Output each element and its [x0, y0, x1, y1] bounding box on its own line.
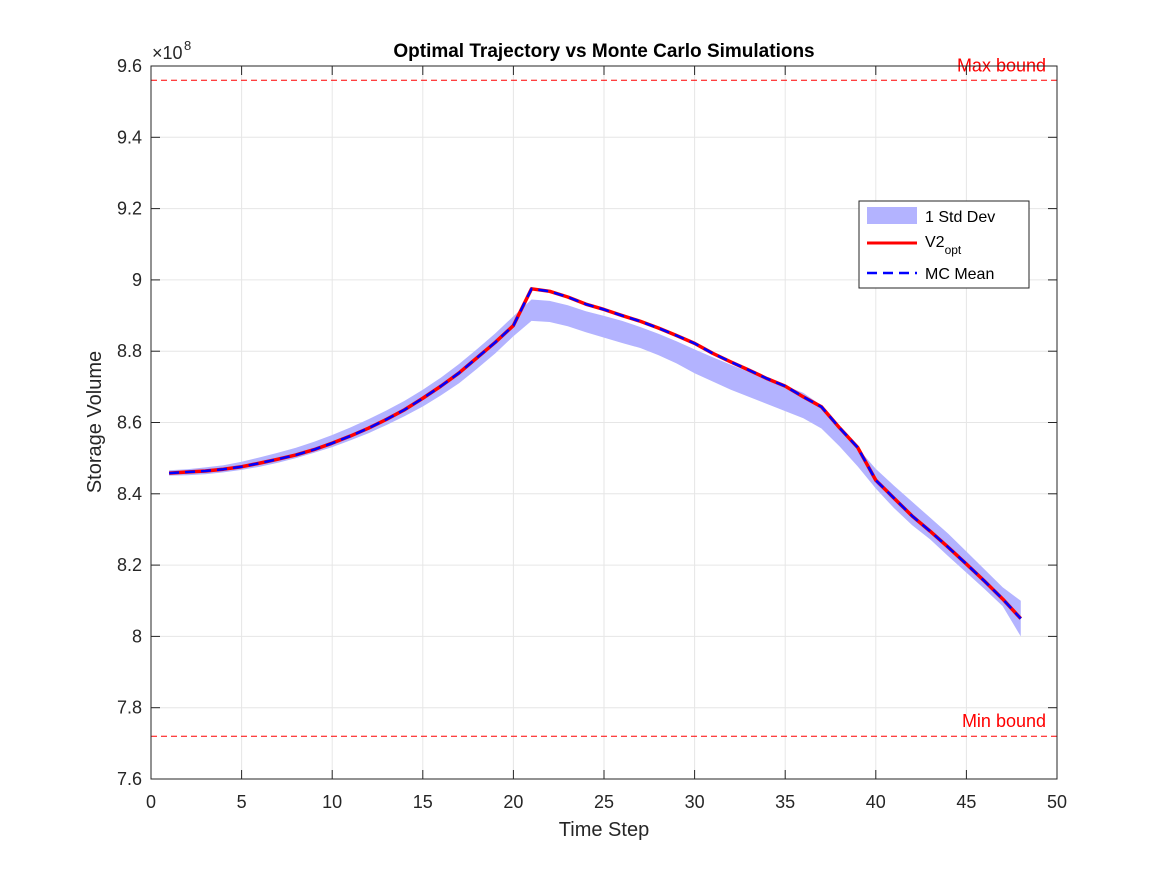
x-tick-label: 35: [775, 792, 795, 812]
legend-label-v2opt-subscript: opt: [945, 243, 962, 257]
x-tick-label: 10: [322, 792, 342, 812]
min-bound-label: Min bound: [962, 711, 1046, 731]
x-tick-label: 5: [237, 792, 247, 812]
legend: 1 Std Dev V2opt MC Mean: [858, 200, 1030, 289]
tick-marks: [150, 65, 1058, 780]
legend-swatch-std-dev: [867, 207, 917, 224]
legend-label-v2opt: V2opt: [925, 234, 962, 257]
y-tick-label: 9: [132, 270, 142, 290]
exponent-base: ×10: [152, 43, 183, 63]
y-tick-label: 9.4: [117, 127, 142, 147]
legend-label-mc-mean: MC Mean: [925, 266, 994, 283]
y-tick-label: 8.6: [117, 413, 142, 433]
x-tick-label: 25: [594, 792, 614, 812]
y-tick-label: 8: [132, 626, 142, 646]
max-bound-label: Max bound: [957, 55, 1046, 75]
x-tick-label: 30: [685, 792, 705, 812]
y-tick-label: 9.6: [117, 56, 142, 76]
x-tick-label: 20: [503, 792, 523, 812]
legend-label-std-dev: 1 Std Dev: [925, 209, 995, 226]
x-tick-label: 0: [146, 792, 156, 812]
x-tick-label: 15: [413, 792, 433, 812]
exponent-power: 8: [184, 38, 191, 53]
y-tick-label: 7.8: [117, 698, 142, 718]
legend-label-v2opt-main: V2: [925, 234, 945, 251]
y-axis-label: Storage Volume: [84, 351, 106, 493]
x-tick-label: 40: [866, 792, 886, 812]
mc-mean-line: [169, 287, 1022, 620]
reference-lines: Max bound Min bound: [151, 55, 1057, 737]
x-axis-label: Time Step: [559, 819, 649, 841]
series-layer: [169, 287, 1023, 637]
y-tick-labels: 7.6 7.8 8 8.2 8.4 8.6 8.8 9 9.2 9.4 9.6: [117, 56, 142, 789]
x-tick-labels: 0 5 10 15 20 25 30 35 40 45 50: [146, 792, 1067, 812]
y-tick-label: 9.2: [117, 199, 142, 219]
y-tick-label: 8.8: [117, 341, 142, 361]
chart-title: Optimal Trajectory vs Monte Carlo Simula…: [393, 41, 814, 62]
y-tick-label: 8.2: [117, 555, 142, 575]
y-tick-label: 8.4: [117, 484, 142, 504]
x-tick-label: 50: [1047, 792, 1067, 812]
exponent-label: ×10 8: [152, 38, 191, 63]
y-tick-label: 7.6: [117, 769, 142, 789]
x-tick-label: 45: [956, 792, 976, 812]
